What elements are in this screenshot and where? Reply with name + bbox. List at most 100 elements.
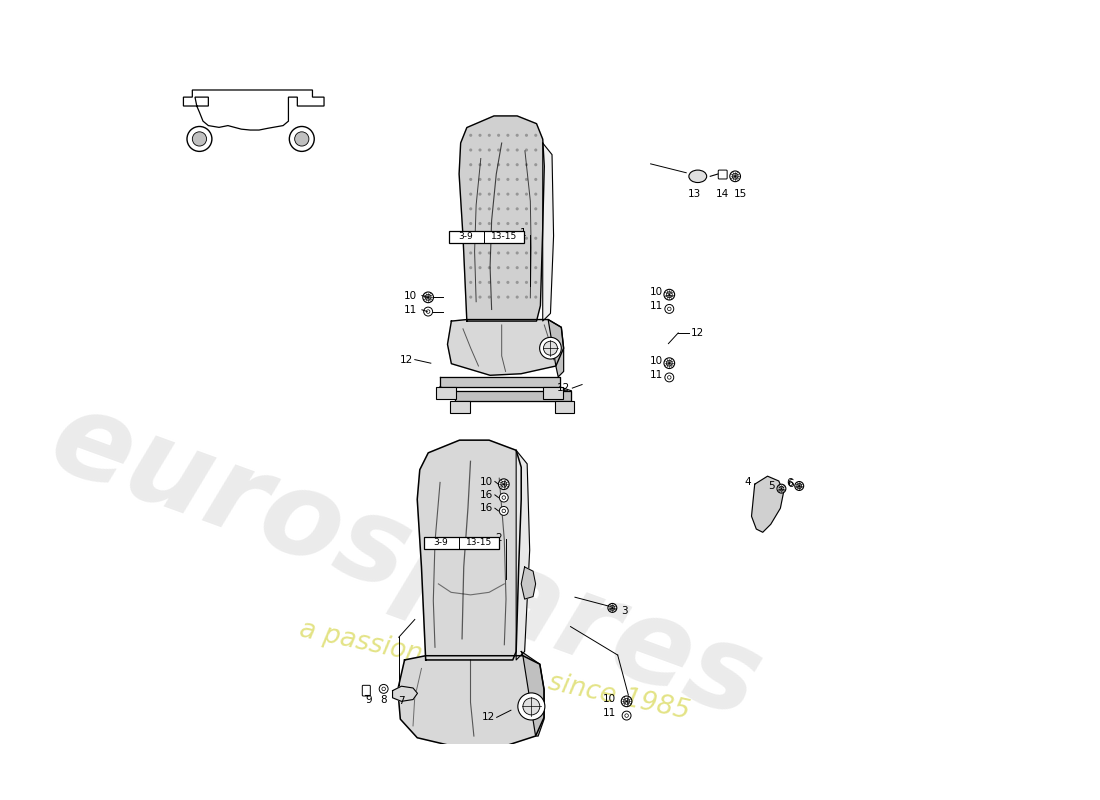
Circle shape (516, 207, 519, 210)
Text: 12: 12 (691, 328, 704, 338)
Circle shape (470, 134, 472, 137)
Circle shape (470, 281, 472, 284)
Text: 11: 11 (603, 708, 616, 718)
Circle shape (525, 134, 528, 137)
Circle shape (478, 207, 482, 210)
Circle shape (502, 496, 506, 499)
Circle shape (535, 178, 537, 181)
Circle shape (497, 207, 500, 210)
Text: eurospares: eurospares (35, 380, 777, 743)
Bar (450, 401, 470, 414)
Circle shape (516, 149, 519, 151)
FancyBboxPatch shape (362, 686, 371, 696)
Circle shape (424, 307, 432, 316)
Bar (543, 387, 563, 399)
Circle shape (497, 251, 500, 254)
Circle shape (516, 281, 519, 284)
Polygon shape (521, 567, 536, 599)
Circle shape (522, 698, 540, 715)
Circle shape (518, 693, 544, 720)
Circle shape (506, 163, 509, 166)
Text: 1: 1 (520, 228, 527, 238)
Polygon shape (362, 749, 403, 786)
Circle shape (499, 493, 508, 502)
Circle shape (621, 696, 631, 706)
Circle shape (667, 292, 672, 298)
Circle shape (295, 132, 309, 146)
Circle shape (506, 281, 509, 284)
Circle shape (525, 222, 528, 225)
Text: 3: 3 (621, 606, 628, 615)
Circle shape (497, 281, 500, 284)
Circle shape (487, 295, 491, 298)
Polygon shape (548, 319, 563, 377)
Text: 6: 6 (786, 478, 793, 488)
Circle shape (187, 126, 212, 151)
Circle shape (487, 222, 491, 225)
Circle shape (478, 178, 482, 181)
Circle shape (733, 174, 738, 179)
Polygon shape (387, 749, 548, 760)
Circle shape (516, 266, 519, 270)
Circle shape (497, 237, 500, 240)
Bar (399, 774, 420, 787)
Text: 11: 11 (650, 302, 663, 311)
Circle shape (506, 251, 509, 254)
Text: 13: 13 (688, 189, 701, 198)
Circle shape (487, 149, 491, 151)
Circle shape (478, 295, 482, 298)
Circle shape (625, 714, 628, 718)
Circle shape (470, 178, 472, 181)
Circle shape (497, 193, 500, 196)
Circle shape (667, 360, 672, 366)
Circle shape (470, 295, 472, 298)
Circle shape (506, 222, 509, 225)
Circle shape (779, 486, 784, 491)
Circle shape (516, 251, 519, 254)
Circle shape (664, 290, 674, 300)
Circle shape (497, 266, 500, 270)
Circle shape (487, 178, 491, 181)
Bar (449, 230, 525, 243)
Circle shape (543, 342, 558, 355)
Circle shape (478, 193, 482, 196)
Circle shape (664, 373, 674, 382)
Circle shape (525, 281, 528, 284)
Polygon shape (448, 319, 563, 375)
Circle shape (478, 134, 482, 137)
Circle shape (497, 222, 500, 225)
Circle shape (535, 222, 537, 225)
Circle shape (516, 134, 519, 137)
Circle shape (516, 178, 519, 181)
Circle shape (609, 606, 615, 610)
Circle shape (516, 295, 519, 298)
Text: 10: 10 (650, 355, 663, 366)
Circle shape (478, 251, 482, 254)
Circle shape (487, 251, 491, 254)
Circle shape (500, 482, 507, 487)
Circle shape (525, 207, 528, 210)
Polygon shape (403, 763, 561, 774)
Circle shape (497, 295, 500, 298)
Circle shape (478, 281, 482, 284)
Bar (554, 401, 574, 414)
Circle shape (525, 163, 528, 166)
Circle shape (729, 171, 740, 182)
Bar (537, 760, 558, 773)
Circle shape (487, 266, 491, 270)
Circle shape (525, 266, 528, 270)
Circle shape (382, 687, 385, 690)
Circle shape (478, 163, 482, 166)
Circle shape (497, 149, 500, 151)
Text: 13-15: 13-15 (491, 232, 517, 242)
Circle shape (668, 376, 671, 379)
Polygon shape (521, 651, 544, 736)
Circle shape (623, 711, 631, 720)
Circle shape (497, 163, 500, 166)
Circle shape (525, 193, 528, 196)
Circle shape (506, 295, 509, 298)
Circle shape (497, 134, 500, 137)
Circle shape (487, 193, 491, 196)
Polygon shape (455, 390, 571, 401)
Circle shape (498, 479, 509, 490)
